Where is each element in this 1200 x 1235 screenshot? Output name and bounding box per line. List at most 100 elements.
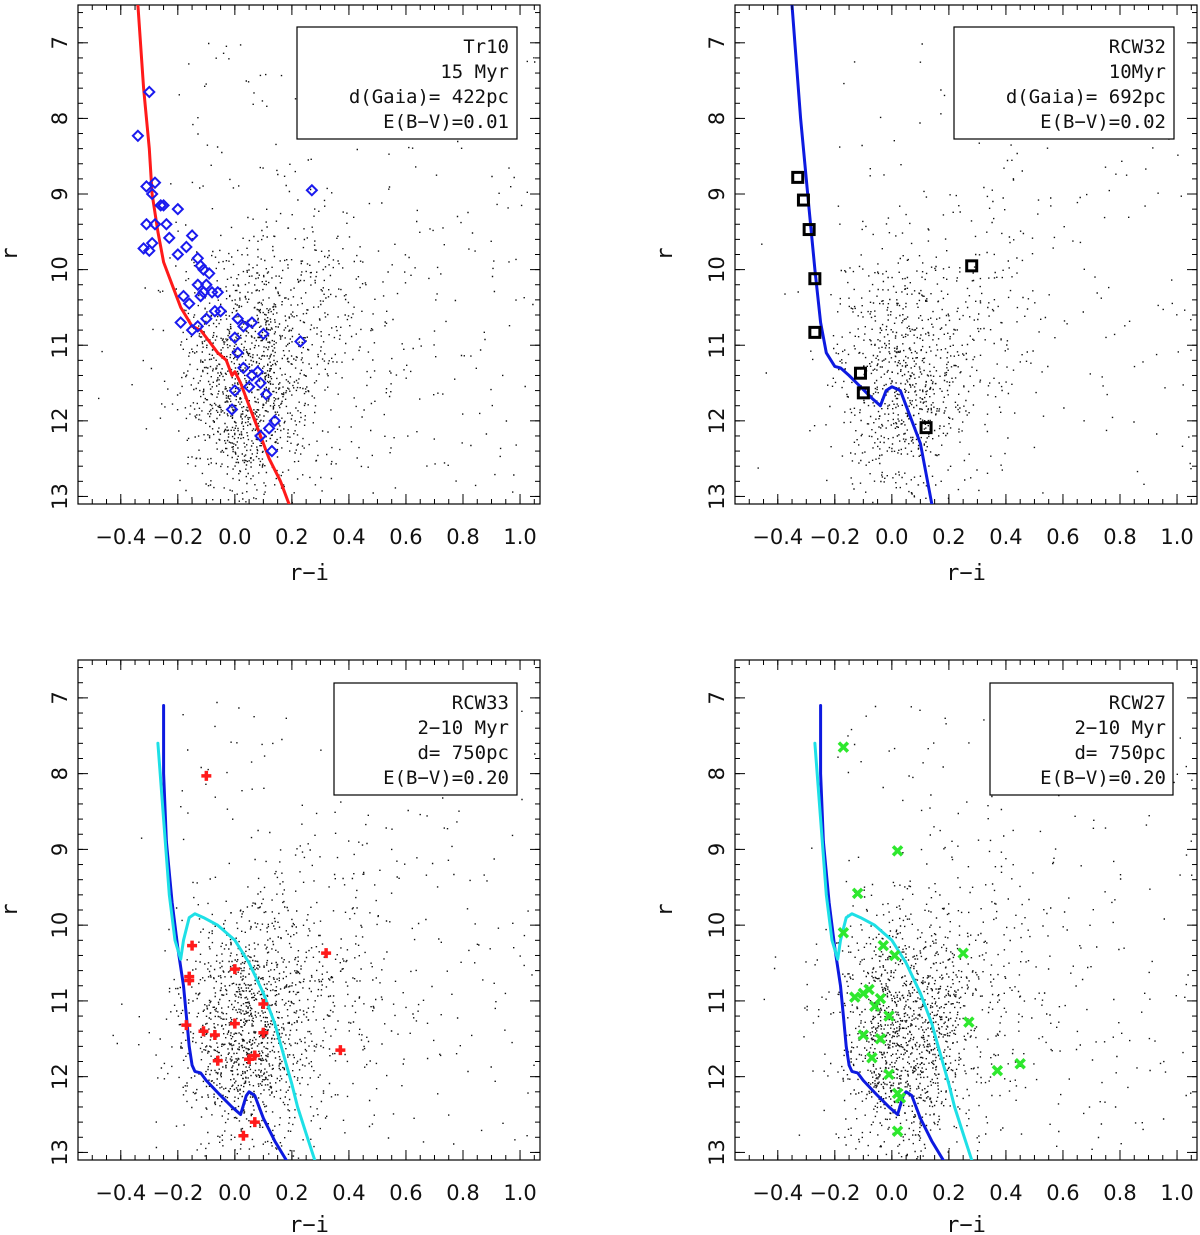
- legend-box: Tr10 15 Myr d(Gaia)= 422pc E(B−V)=0.01: [296, 26, 518, 140]
- y-tick-label: 7: [48, 691, 72, 704]
- x-tick-label: 0.0: [218, 525, 251, 549]
- member-star-marker: [869, 1000, 881, 1012]
- x-tick-label: 0.0: [875, 1181, 908, 1205]
- panel-top-right: −0.4 −0.2 0.0 0.2 0.4 0.6 0.8 1.0 7 8 9 10 11 12 13 r…: [653, 4, 1198, 586]
- member-star-marker: [874, 1033, 887, 1045]
- legend-reddening: E(B−V)=0.20: [383, 767, 509, 789]
- member-star-marker: [965, 259, 979, 273]
- legend-distance: d(Gaia)= 422pc: [349, 86, 509, 108]
- member-star-marker: [262, 421, 276, 435]
- y-tick-label: 8: [705, 767, 729, 780]
- x-tick-label: −0.2: [809, 1181, 860, 1205]
- member-star-marker: [251, 365, 265, 379]
- cluster-members: [181, 770, 346, 1141]
- member-star-marker: [185, 323, 199, 337]
- member-star-marker: [159, 217, 173, 231]
- y-tick-label: 11: [705, 988, 729, 1015]
- legend-box: RCW27 2−10 Myr d= 750pc E(B−V)=0.20: [989, 682, 1174, 796]
- x-tick-label: −0.2: [152, 525, 203, 549]
- x-axis: −0.4 −0.2 0.0 0.2 0.4 0.6 0.8 1.0: [91, 5, 537, 549]
- x-tick-label: 0.4: [332, 1181, 365, 1205]
- field-star-dots: [763, 699, 1193, 1160]
- legend-frame: [989, 682, 1174, 796]
- x-tick-label: 1.0: [1160, 525, 1193, 549]
- member-star-marker: [142, 85, 156, 99]
- isochrone-10myr-line: [813, 741, 974, 1160]
- y-tick-label: 12: [705, 1063, 729, 1090]
- member-star-marker: [199, 312, 213, 326]
- legend-age: 2−10 Myr: [1074, 717, 1166, 739]
- y-tick-label: 7: [48, 36, 72, 49]
- member-star-marker: [856, 386, 870, 400]
- member-star-marker: [211, 285, 225, 299]
- y-axis: 7 8 9 10 11 12 13: [705, 667, 1197, 1166]
- x-tick-label: 0.0: [875, 525, 908, 549]
- member-star-marker: [179, 240, 193, 254]
- y-tick-label: 8: [705, 112, 729, 125]
- x-tick-label: 0.6: [1046, 525, 1079, 549]
- member-star-marker: [142, 244, 156, 258]
- member-star-marker: [236, 319, 250, 333]
- y-tick-label: 9: [705, 187, 729, 200]
- x-tick-label: −0.2: [809, 525, 860, 549]
- member-star-marker: [198, 1026, 209, 1037]
- member-star-marker: [877, 939, 890, 952]
- legend-frame: [953, 26, 1175, 140]
- y-tick-label: 10: [48, 912, 72, 939]
- member-star-marker: [305, 183, 319, 197]
- isochrones: [790, 5, 934, 504]
- legend-age: 2−10 Myr: [417, 717, 509, 739]
- x-tick-label: 0.8: [446, 1181, 479, 1205]
- cluster-members: [131, 85, 319, 458]
- member-star-marker: [919, 421, 933, 435]
- member-star-marker: [837, 926, 850, 939]
- y-tick-label: 12: [48, 1063, 72, 1090]
- legend-cluster: RCW27: [1109, 692, 1166, 714]
- isochrone-line: [790, 5, 934, 504]
- member-star-marker: [883, 1068, 895, 1081]
- legend-frame: [296, 26, 518, 140]
- member-star-marker: [225, 403, 239, 416]
- panel-bottom-left: −0.4 −0.2 0.0 0.2 0.4 0.6 0.8 1.0 7 8 9 10 11 12 13 r…: [0, 659, 541, 1235]
- y-axis-label: r: [0, 903, 23, 916]
- y-axis-label: r: [653, 903, 678, 916]
- member-star-marker: [245, 369, 259, 382]
- member-star-marker: [181, 1020, 192, 1031]
- member-star-marker: [228, 384, 242, 398]
- member-star-marker: [256, 327, 270, 341]
- member-star-marker: [249, 1050, 260, 1061]
- legend-box: RCW32 10Myr d(Gaia)= 692pc E(B−V)=0.02: [953, 26, 1175, 140]
- x-tick-label: 0.4: [989, 525, 1022, 549]
- y-tick-label: 7: [705, 36, 729, 49]
- x-axis: −0.4 −0.2 0.0 0.2 0.4 0.6 0.8 1.0: [91, 660, 537, 1205]
- y-tick-label: 13: [48, 483, 72, 510]
- member-star-marker: [174, 316, 188, 329]
- y-tick-label: 10: [705, 256, 729, 283]
- member-star-marker: [238, 1130, 249, 1141]
- y-tick-label: 11: [705, 332, 729, 359]
- x-tick-label: −0.4: [95, 525, 146, 549]
- member-star-marker: [808, 272, 822, 286]
- member-star-marker: [229, 1018, 240, 1029]
- member-star-marker: [228, 331, 242, 345]
- y-tick-label: 12: [48, 407, 72, 434]
- y-tick-label: 13: [705, 483, 729, 510]
- member-star-marker: [185, 229, 199, 243]
- x-tick-label: 1.0: [503, 1181, 536, 1205]
- member-star-marker: [197, 263, 210, 277]
- x-tick-label: 0.8: [1103, 1181, 1136, 1205]
- member-star-marker: [148, 176, 162, 190]
- isochrones: [136, 5, 291, 504]
- legend-cluster: RCW32: [1109, 36, 1166, 58]
- member-star-marker: [837, 741, 850, 753]
- y-axis: 7 8 9 10 11 12 13: [705, 12, 1197, 510]
- isochrone-2myr-line: [162, 704, 288, 1160]
- y-tick-label: 10: [705, 912, 729, 939]
- legend-age: 10Myr: [1109, 61, 1166, 83]
- member-star-marker: [851, 887, 864, 900]
- member-star-marker: [242, 380, 256, 394]
- y-tick-label: 11: [48, 332, 72, 359]
- y-tick-label: 13: [705, 1139, 729, 1166]
- y-tick-label: 13: [48, 1139, 72, 1166]
- member-star-marker: [849, 991, 861, 1003]
